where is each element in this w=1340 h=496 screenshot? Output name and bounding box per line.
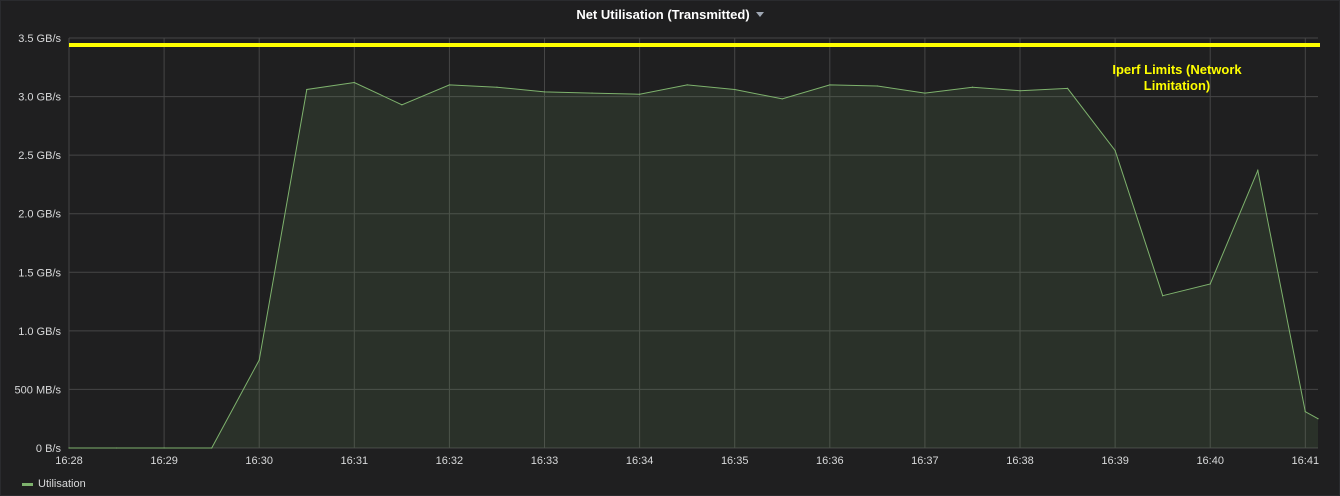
y-tick-label: 2.0 GB/s: [18, 209, 61, 221]
threshold-label: Iperf Limits (Network Limitation): [1112, 62, 1242, 93]
y-tick-label: 500 MB/s: [15, 384, 62, 396]
data-point: [591, 92, 593, 94]
x-tick-label: 16:33: [531, 455, 559, 467]
x-tick-label: 16:34: [626, 455, 654, 467]
data-point: [448, 84, 451, 86]
y-tick-label: 0 B/s: [36, 443, 62, 455]
x-tick-label: 16:40: [1196, 455, 1224, 467]
grid-lines: [68, 37, 1318, 449]
data-point: [1304, 411, 1306, 413]
data-point: [924, 92, 926, 94]
y-tick-label: 1.0 GB/s: [18, 326, 61, 338]
threshold-label-line: Limitation): [1144, 78, 1210, 93]
x-tick-label: 16:38: [1006, 455, 1034, 467]
data-point: [401, 104, 403, 106]
legend-item-utilisation[interactable]: Utilisation: [22, 478, 86, 490]
y-axis: 0 B/s 500 MB/s 1.0 GB/s 1.5 GB/s 2.0 GB/s 2.5…: [15, 33, 62, 455]
data-point: [876, 85, 878, 87]
data-point: [1019, 90, 1021, 92]
data-point: [1317, 418, 1319, 420]
panel-title-text[interactable]: Net Utilisation (Transmitted): [576, 7, 750, 22]
y-tick-label: 2.5 GB/s: [18, 150, 61, 162]
x-tick-label: 16:31: [341, 455, 369, 467]
threshold-label-line: Iperf Limits (Network: [1112, 62, 1242, 77]
data-point: [163, 447, 165, 449]
data-point: [306, 88, 308, 91]
data-point: [1066, 87, 1069, 89]
chart-svg: Iperf Limits (Network Limitation) 0 B/s 50…: [15, 33, 1320, 467]
data-point: [496, 86, 498, 88]
data-point: [639, 93, 641, 95]
data-point: [781, 98, 783, 100]
series-line: [69, 81, 1319, 449]
data-point: [829, 84, 831, 86]
panel-title[interactable]: Net Utilisation (Transmitted): [1, 7, 1339, 22]
series-area: [68, 81, 1319, 449]
data-point: [115, 447, 118, 449]
data-point: [1209, 283, 1211, 285]
x-tick-label: 16:37: [911, 455, 939, 467]
data-point: [258, 359, 260, 361]
x-tick-label: 16:28: [55, 455, 83, 467]
y-tick-label: 3.0 GB/s: [18, 92, 61, 104]
x-axis: 16:28 16:29 16:30 16:31 16:32 16:33 16:34 16:35…: [55, 455, 1319, 467]
x-tick-label: 16:30: [245, 455, 273, 467]
x-tick-label: 16:41: [1292, 455, 1320, 467]
data-point: [1162, 295, 1164, 297]
x-tick-label: 16:29: [150, 455, 178, 467]
data-point: [1114, 149, 1116, 152]
legend-swatch: [22, 482, 33, 486]
chevron-down-icon[interactable]: [755, 12, 764, 18]
data-point: [211, 447, 213, 449]
data-point: [353, 81, 355, 84]
x-tick-label: 16:39: [1101, 455, 1129, 467]
legend-label[interactable]: Utilisation: [38, 478, 86, 490]
data-point: [971, 86, 974, 88]
x-tick-label: 16:32: [436, 455, 464, 467]
y-tick-label: 1.5 GB/s: [18, 267, 61, 279]
x-tick-label: 16:35: [721, 455, 749, 467]
data-point: [68, 447, 70, 449]
series-area-fill: [69, 82, 1318, 448]
data-point: [686, 84, 688, 86]
threshold-layer: Iperf Limits (Network Limitation): [69, 43, 1320, 93]
data-point: [1257, 169, 1259, 171]
y-tick-label: 3.5 GB/s: [18, 33, 61, 45]
data-point: [734, 88, 736, 91]
data-point: [543, 91, 546, 93]
x-tick-label: 16:36: [816, 455, 844, 467]
